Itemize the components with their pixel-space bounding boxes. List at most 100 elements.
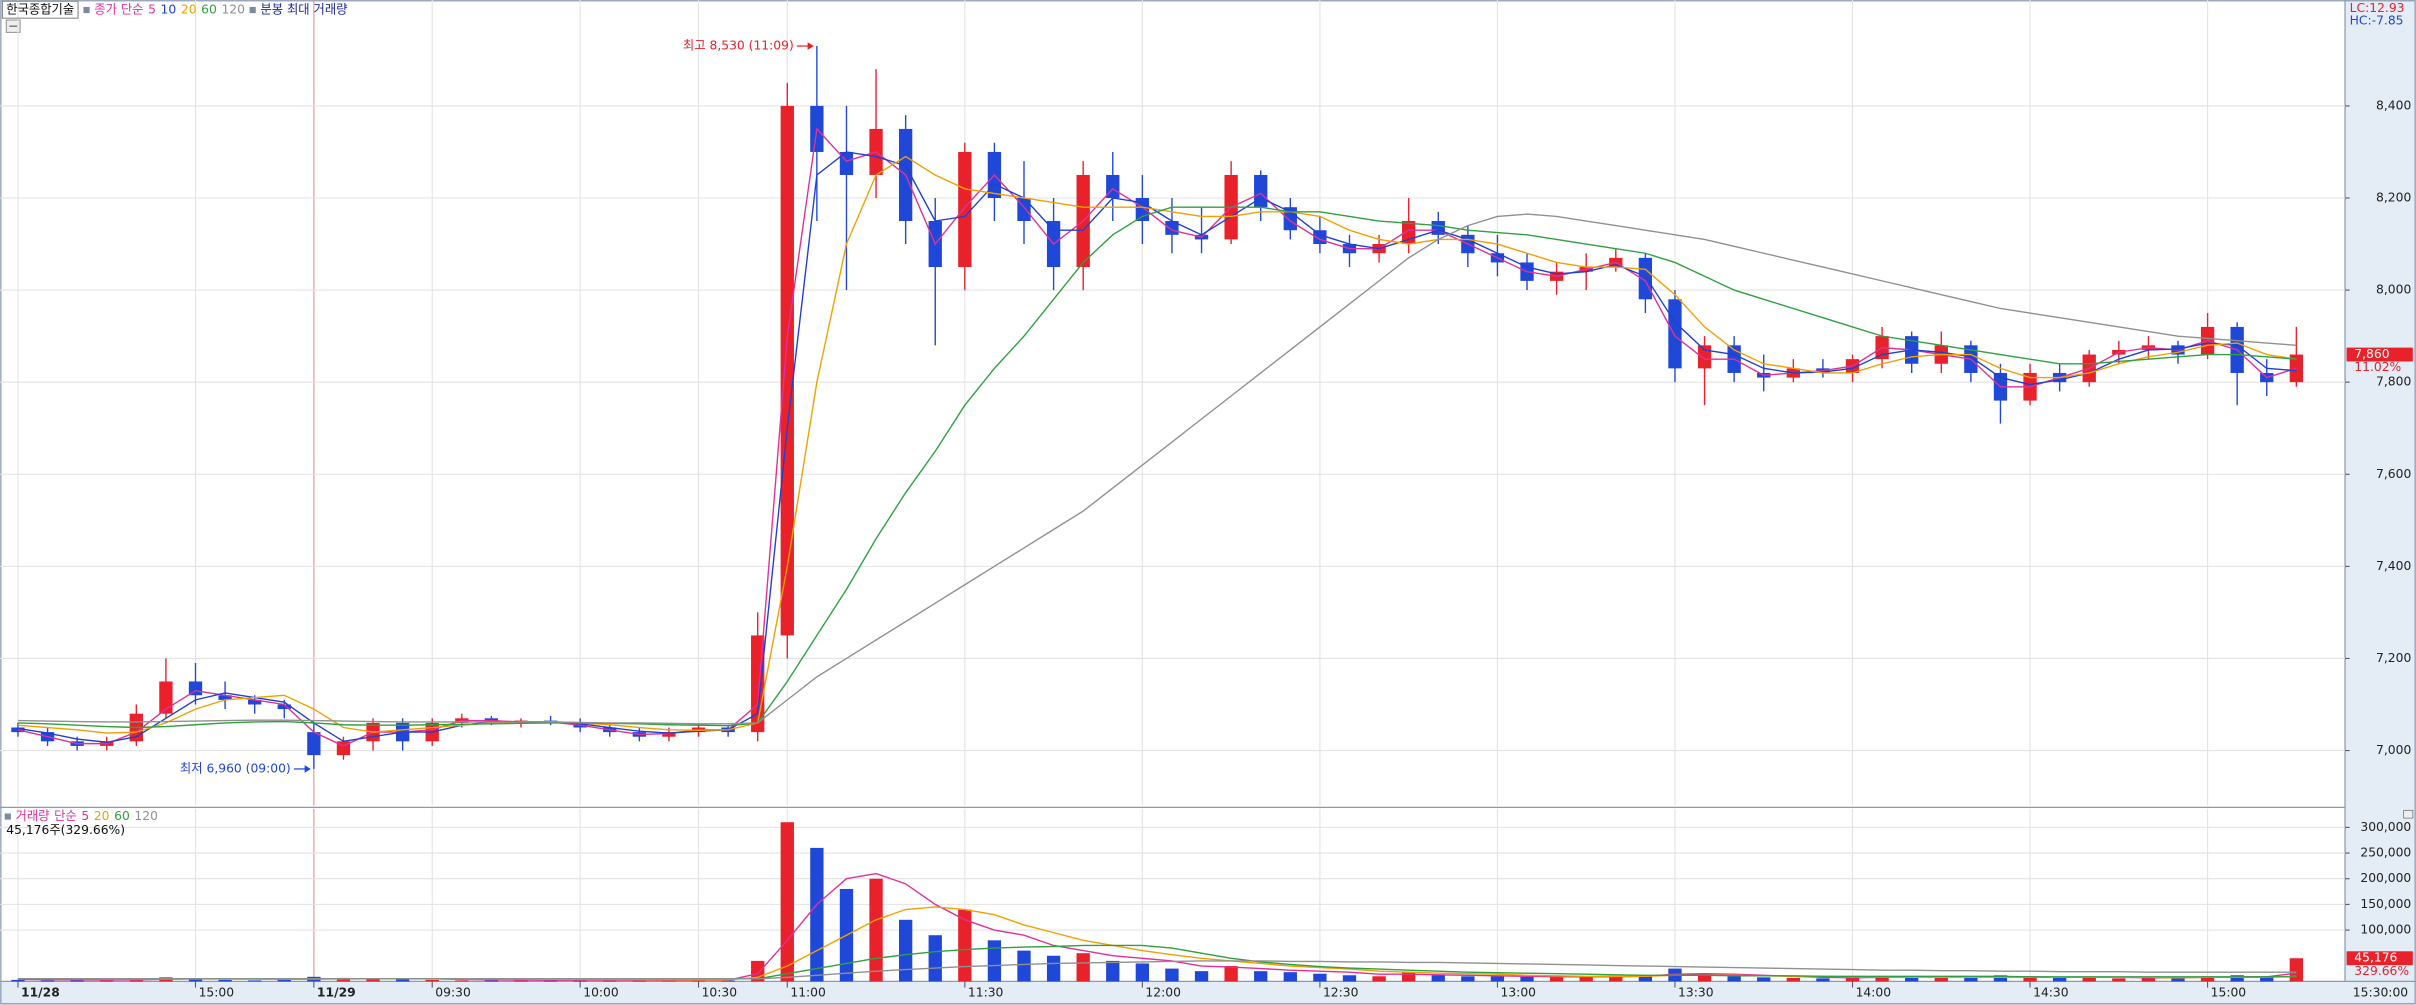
volume-bar: [2023, 977, 2037, 982]
lc-label: LC:12.93: [2350, 1, 2405, 15]
x-tick-label: 09:30: [435, 986, 471, 1000]
volume-bar: [898, 919, 913, 982]
volume-title: 거래량: [15, 809, 49, 823]
volume-bar: [2230, 975, 2244, 982]
volume-bar: [1845, 977, 1860, 982]
volume-bar: [2200, 976, 2215, 982]
volume-bar: [1875, 976, 1889, 982]
volume-bar: [573, 980, 587, 982]
volume-bar: [1727, 976, 1741, 982]
volume-bar: [1194, 971, 1209, 982]
legend-option: 분봉 최대 거래량: [260, 3, 347, 17]
volume-bar: [721, 980, 735, 982]
last-volume-change: 329.66%: [2354, 964, 2409, 978]
annotation-arrowhead: [807, 42, 814, 50]
volume-bar: [1993, 975, 2008, 982]
volume-bar: [425, 979, 439, 982]
volume-bar: [2082, 976, 2096, 982]
volume-bar: [1905, 977, 1919, 982]
x-axis-panel: [0, 981, 2416, 1005]
candle-body: [958, 151, 972, 268]
volume-bar: [366, 978, 380, 982]
volume-bar: [1017, 950, 1031, 982]
volume-bar: [1313, 973, 1327, 982]
candle-body: [1697, 345, 1712, 369]
volume-bar: [1579, 977, 1593, 982]
panel-button[interactable]: [2403, 809, 2414, 819]
right-axis-panel: [2345, 0, 2416, 982]
y-tick-label: 7,400: [2376, 559, 2411, 573]
y-tick-label: 200,000: [2360, 871, 2411, 885]
hc-label: HC:-7.85: [2350, 13, 2404, 27]
volume-bar: [2052, 977, 2067, 982]
volume-bar: [869, 878, 883, 982]
legend-entry: 120: [134, 809, 158, 823]
y-tick-label: 7,200: [2376, 651, 2411, 665]
x-tick-label: 13:30: [1678, 986, 1714, 1000]
x-tick-label: 11:00: [790, 986, 826, 1000]
volume-bar: [780, 822, 794, 982]
volume-bar: [2112, 978, 2126, 982]
candle-body: [780, 105, 794, 636]
annotation-arrowhead: [304, 765, 311, 773]
volume-bar: [336, 978, 351, 982]
ma-line: [17, 206, 2297, 729]
volume-bar: [1549, 977, 1564, 982]
legend-icon: [4, 813, 11, 820]
x-tick-label: 13:00: [1501, 986, 1537, 1000]
last-volume-tag: [2346, 951, 2413, 966]
candle-body: [1254, 174, 1268, 208]
candle-body: [248, 699, 262, 705]
volume-bar: [1046, 955, 1061, 982]
volume-bar: [2289, 958, 2304, 982]
volume-bar: [1076, 953, 1090, 982]
ma-line: [17, 155, 2297, 734]
volume-bar: [218, 979, 232, 982]
legend-entry: 5: [148, 3, 156, 17]
legend-entry: 120: [221, 3, 245, 17]
volume-bar: [987, 940, 1002, 982]
candle-body: [662, 732, 676, 737]
last-volume-label: 45,176: [2354, 951, 2397, 965]
legend-label: 종가 단순: [94, 3, 143, 17]
volume-bar: [1461, 976, 1475, 982]
y-tick-label: 150,000: [2360, 897, 2411, 911]
legend-entry: 20: [181, 3, 197, 17]
volume-bar: [2141, 977, 2156, 982]
x-tick-label: 14:30: [2033, 986, 2069, 1000]
volume-bar: [1431, 975, 1445, 982]
candle-body: [277, 704, 291, 710]
volume-bar: [395, 979, 410, 982]
volume-bar: [1520, 976, 1534, 982]
volume-bar: [484, 980, 499, 982]
legend-icon: [249, 6, 256, 14]
volume-bar: [1135, 963, 1150, 982]
x-tick-label: 10:30: [702, 986, 738, 1000]
volume-bar: [1786, 977, 1800, 982]
legend-icon: [83, 6, 90, 14]
legend-entry: 10: [161, 3, 177, 17]
volume-bar: [1638, 975, 1653, 982]
x-tick-label: 11/28: [21, 986, 60, 1000]
volume-bar: [1816, 978, 1830, 982]
volume-bar: [1283, 972, 1297, 982]
volume-bar: [1106, 960, 1120, 982]
y-tick-label: 7,800: [2376, 375, 2411, 389]
ma-line: [17, 213, 2297, 725]
x-tick-label: 15:00: [2211, 986, 2247, 1000]
volume-bar: [1490, 976, 1505, 982]
y-tick-label: 8,000: [2376, 283, 2411, 297]
stock-title-box: [1, 0, 79, 19]
volume-bar: [100, 980, 114, 982]
candle-body: [218, 695, 232, 700]
volume-bar: [1224, 966, 1238, 982]
last-change-label: 11.02%: [2354, 360, 2401, 374]
volume-bar: [1964, 977, 1978, 982]
x-tick-label: 10:00: [583, 986, 619, 1000]
volume-bar: [632, 980, 647, 982]
y-tick-label: 8,200: [2376, 190, 2411, 204]
volume-bar: [188, 978, 203, 982]
x-end-label: 15:30:00: [2353, 986, 2408, 1000]
